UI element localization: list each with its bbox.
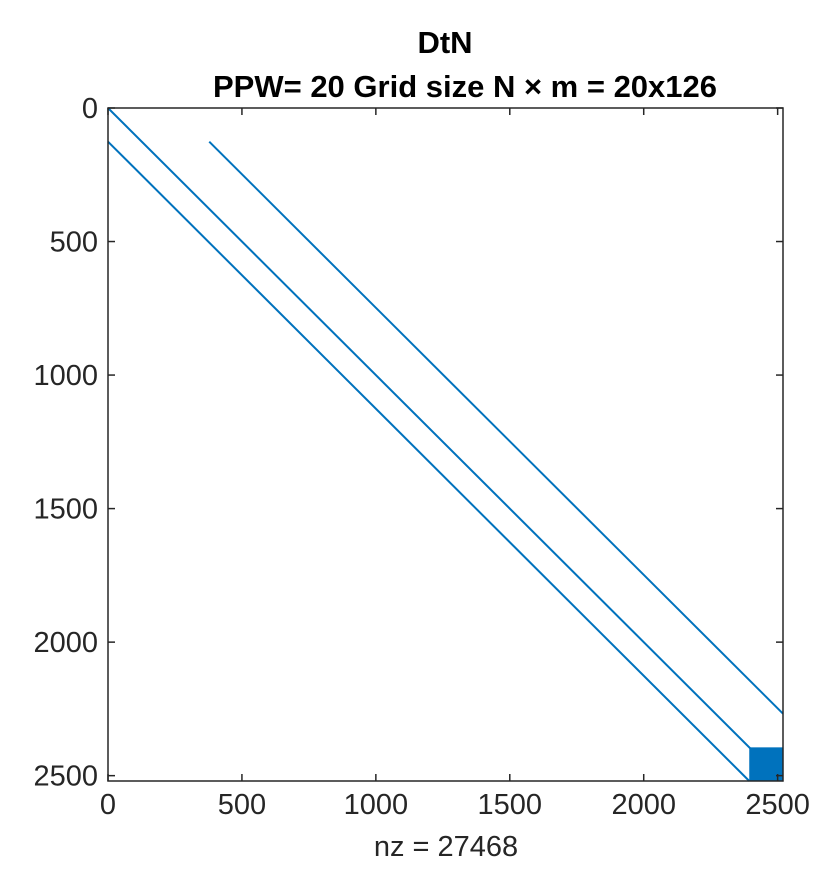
y-tick-label-500: 500: [50, 227, 98, 259]
y-tick-label-0: 0: [82, 93, 98, 125]
y-tick-label-2000: 2000: [33, 627, 98, 659]
y-tick-label-2500: 2500: [33, 761, 98, 793]
axes-box: [107, 107, 784, 782]
nonzero-diagonal-2: [208, 140, 784, 715]
x-tick-label-0: 0: [100, 789, 116, 821]
x-tick-label-2000: 2000: [611, 789, 676, 821]
chart-subtitle: PPW= 20 Grid size N × m = 20x126: [213, 69, 717, 104]
nonzero-diagonal-0: [107, 107, 784, 782]
x-axis-label: nz = 27468: [374, 831, 518, 863]
y-tick-label-1000: 1000: [33, 360, 98, 392]
x-tick-label-1500: 1500: [478, 789, 543, 821]
y-tick-label-1500: 1500: [33, 494, 98, 526]
x-tick-label-2500: 2500: [745, 789, 810, 821]
x-tick-label-500: 500: [218, 789, 266, 821]
nonzero-diagonal-1: [107, 140, 750, 782]
x-tick-label-1000: 1000: [344, 789, 409, 821]
chart-title: DtN: [417, 25, 472, 60]
